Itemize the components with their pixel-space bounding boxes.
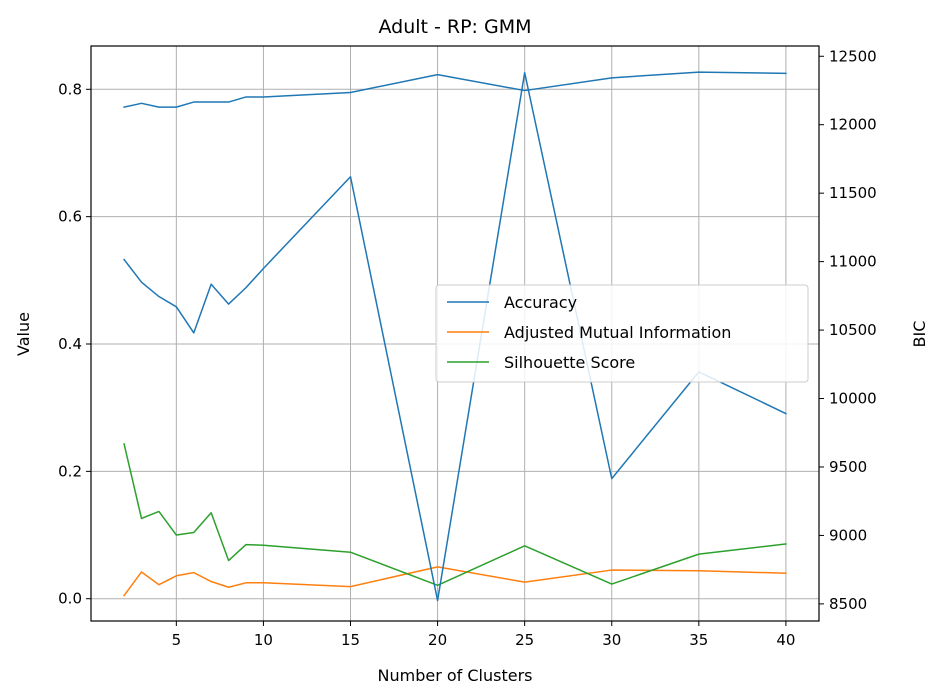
x-tick-label: 25 <box>515 631 534 649</box>
x-tick-label: 5 <box>172 631 182 649</box>
legend-label-silhouette: Silhouette Score <box>504 353 635 372</box>
plot-frame <box>90 45 820 622</box>
y-right-tick-label: 9500 <box>829 458 867 476</box>
y-tick-label: 0.2 <box>58 462 82 480</box>
y-tick-label: 0.0 <box>58 590 82 608</box>
legend: Accuracy Adjusted Mutual Information Sil… <box>435 284 809 383</box>
y-tick-label: 0.8 <box>58 80 82 98</box>
x-tick-label: 10 <box>254 631 273 649</box>
x-tick-label: 20 <box>428 631 447 649</box>
y-axis-left: 0.0 0.2 0.4 0.6 0.8 <box>58 80 91 608</box>
y-right-tick-label: 12500 <box>829 47 877 65</box>
x-tick-label: 40 <box>776 631 795 649</box>
y-axis-right: 8500 9000 9500 10000 10500 11000 11500 12000 125… <box>819 47 877 613</box>
x-axis: 5 10 15 20 25 30 35 40 <box>172 621 795 649</box>
y-axis-right-label: BIC <box>910 321 929 348</box>
legend-label-accuracy: Accuracy <box>504 293 577 312</box>
chart-title: Adult - RP: GMM <box>378 16 531 38</box>
x-tick-label: 30 <box>602 631 621 649</box>
y-right-tick-label: 12000 <box>829 116 877 134</box>
legend-label-ami: Adjusted Mutual Information <box>504 323 731 342</box>
y-right-tick-label: 10000 <box>829 390 877 408</box>
series-line-ami <box>123 566 787 597</box>
y-right-tick-label: 10500 <box>829 321 877 339</box>
y-right-tick-label: 9000 <box>829 526 867 544</box>
y-right-tick-label: 11000 <box>829 253 877 271</box>
series-line-silhouette <box>123 443 787 587</box>
x-tick-label: 35 <box>689 631 708 649</box>
y-right-tick-label: 11500 <box>829 184 877 202</box>
legend-box <box>435 284 809 383</box>
y-axis-label: Value <box>14 312 33 356</box>
y-right-tick-label: 8500 <box>829 595 867 613</box>
x-tick-label: 15 <box>341 631 360 649</box>
series-line-accuracy <box>123 71 787 109</box>
x-axis-label: Number of Clusters <box>378 666 533 685</box>
y-tick-label: 0.4 <box>58 335 82 353</box>
y-tick-label: 0.6 <box>58 208 82 226</box>
